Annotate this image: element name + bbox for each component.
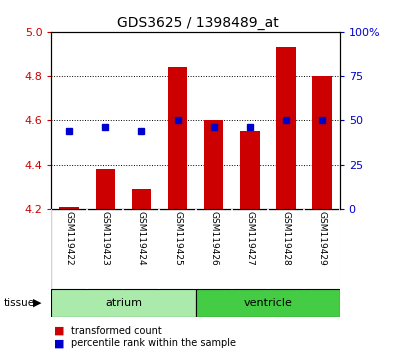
Text: ■: ■: [54, 338, 64, 348]
Bar: [132, 189, 151, 209]
Text: tissue: tissue: [4, 298, 35, 308]
Text: percentile rank within the sample: percentile rank within the sample: [71, 338, 236, 348]
Bar: [60, 207, 79, 209]
Text: ■: ■: [54, 326, 64, 336]
Bar: [312, 76, 331, 209]
Text: GSM119422: GSM119422: [65, 211, 74, 266]
Bar: [96, 169, 115, 209]
Bar: [167, 67, 187, 209]
Text: GSM119424: GSM119424: [137, 211, 146, 266]
Text: GSM119423: GSM119423: [101, 211, 110, 266]
Text: GSM119427: GSM119427: [245, 211, 254, 266]
Bar: [196, 289, 340, 317]
Text: GDS3625 / 1398489_at: GDS3625 / 1398489_at: [117, 16, 278, 30]
Bar: [51, 289, 196, 317]
Text: ventricle: ventricle: [243, 298, 292, 308]
Text: GSM119428: GSM119428: [281, 211, 290, 266]
Text: GSM119429: GSM119429: [317, 211, 326, 266]
Text: ▶: ▶: [33, 298, 42, 308]
Text: GSM119425: GSM119425: [173, 211, 182, 266]
Bar: [276, 47, 295, 209]
Bar: [204, 120, 224, 209]
Bar: [240, 131, 260, 209]
Text: transformed count: transformed count: [71, 326, 162, 336]
Text: GSM119426: GSM119426: [209, 211, 218, 266]
Text: atrium: atrium: [105, 298, 142, 308]
